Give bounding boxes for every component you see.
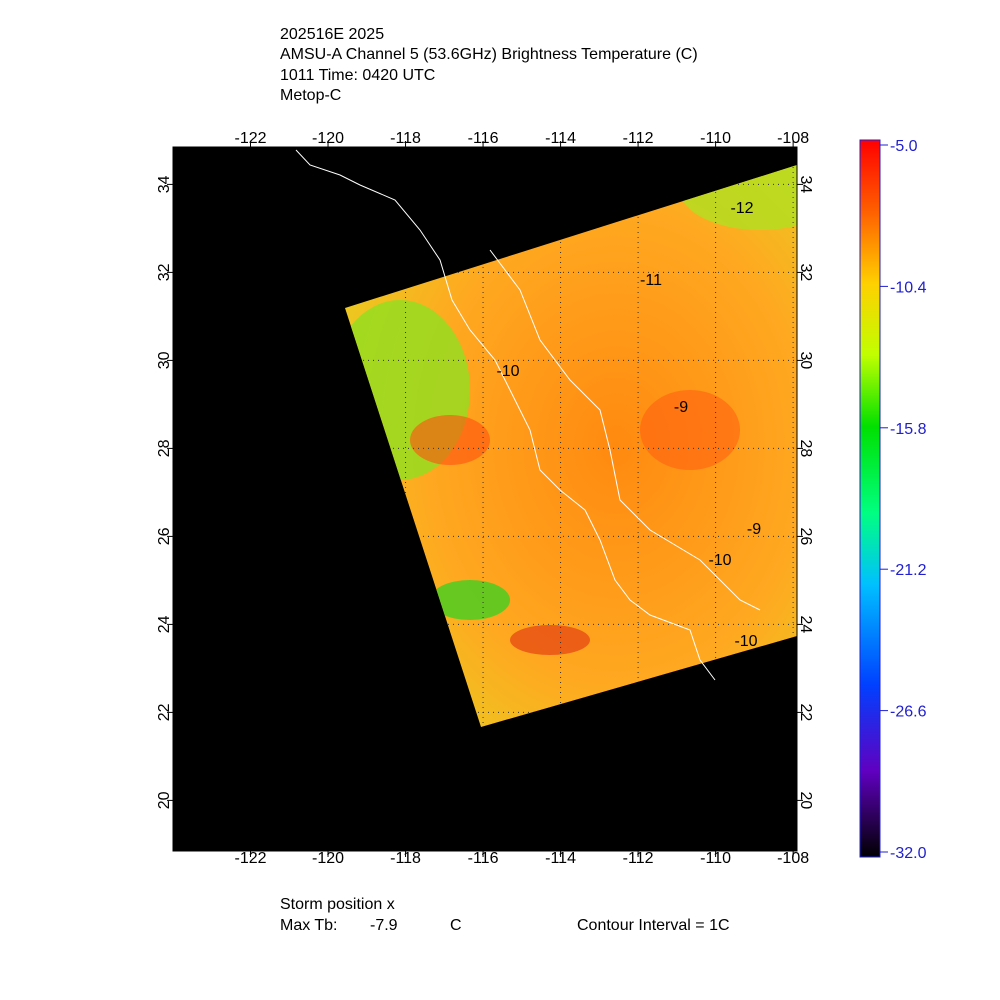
lat-tick-label: 26 [156, 527, 173, 545]
lon-tick-label: -118 [390, 130, 421, 147]
coastline [489, 249, 761, 611]
colorbar-tick-label: -5.0 [890, 138, 918, 155]
map-frame [172, 146, 798, 852]
lon-tick-label: -110 [700, 850, 731, 867]
lon-tick-label: -122 [234, 130, 266, 147]
lat-tick-label: 32 [156, 263, 173, 281]
lat-tick-label: 34 [797, 176, 814, 194]
lon-tick-label: -118 [390, 850, 421, 867]
warm-region [510, 625, 590, 655]
lat-tick-label: 34 [156, 175, 173, 193]
lon-tick-label: -112 [623, 850, 654, 867]
lat-tick-label: 30 [156, 351, 173, 369]
lat-tick-label: 28 [797, 440, 814, 458]
coastline [295, 149, 716, 681]
title-line: AMSU-A Channel 5 (53.6GHz) Brightness Te… [280, 46, 698, 63]
lon-tick-label: -120 [312, 850, 344, 867]
lon-tick-label: -116 [468, 130, 499, 147]
max-tb-label: Max Tb: [280, 917, 338, 934]
contour-label: -10 [734, 633, 757, 650]
lat-tick-label: 22 [156, 703, 173, 721]
lat-tick-label: 22 [797, 704, 814, 722]
contour-label: -9 [674, 399, 688, 416]
lon-tick-label: -108 [777, 850, 809, 867]
lon-tick-label: -114 [545, 130, 576, 147]
lat-tick-label: 20 [797, 792, 814, 810]
contour-label: -10 [496, 363, 519, 380]
colorbar-tick-label: -26.6 [890, 704, 927, 721]
swath [345, 165, 797, 727]
title-line: 1011 Time: 0420 UTC [280, 67, 435, 84]
lon-tick-label: -112 [623, 130, 654, 147]
lon-tick-label: -114 [545, 850, 576, 867]
colorbar-tick-label: -10.4 [890, 279, 927, 296]
contour-label: -12 [730, 200, 753, 217]
lat-tick-label: 32 [797, 264, 814, 282]
lon-tick-label: -110 [700, 130, 731, 147]
lon-tick-label: -122 [234, 850, 266, 867]
lon-tick-label: -116 [468, 850, 499, 867]
lat-tick-label: 24 [156, 615, 173, 633]
contour-label: -10 [708, 552, 731, 569]
lat-tick-label: 26 [797, 528, 814, 546]
warm-region [410, 415, 490, 465]
lat-tick-label: 30 [797, 352, 814, 370]
warm-region [640, 390, 740, 470]
footer: Storm position x Max Tb: -7.9 C Contour … [280, 896, 730, 934]
title-line: Metop-C [280, 87, 341, 104]
contour-interval: Contour Interval = 1C [577, 917, 730, 934]
header: 202516E 2025 AMSU-A Channel 5 (53.6GHz) … [280, 26, 698, 104]
lon-tick-label: -108 [777, 130, 809, 147]
colorbar [859, 139, 881, 858]
contour-label: -11 [640, 272, 662, 289]
title-line: 202516E 2025 [280, 26, 384, 43]
colorbar-tick-label: -15.8 [890, 421, 927, 438]
lat-tick-label: 24 [797, 616, 814, 634]
colorbar-tick-label: -21.2 [890, 562, 927, 579]
colorbar-tick-label: -32.0 [890, 845, 927, 862]
lat-tick-label: 28 [156, 439, 173, 457]
storm-position: Storm position x [280, 896, 395, 913]
cool-region [430, 580, 510, 620]
lon-tick-label: -120 [312, 130, 344, 147]
unit: C [450, 917, 462, 934]
max-tb: -7.9 [370, 917, 398, 934]
lat-tick-label: 20 [156, 791, 173, 809]
contour-label: -9 [747, 521, 761, 538]
